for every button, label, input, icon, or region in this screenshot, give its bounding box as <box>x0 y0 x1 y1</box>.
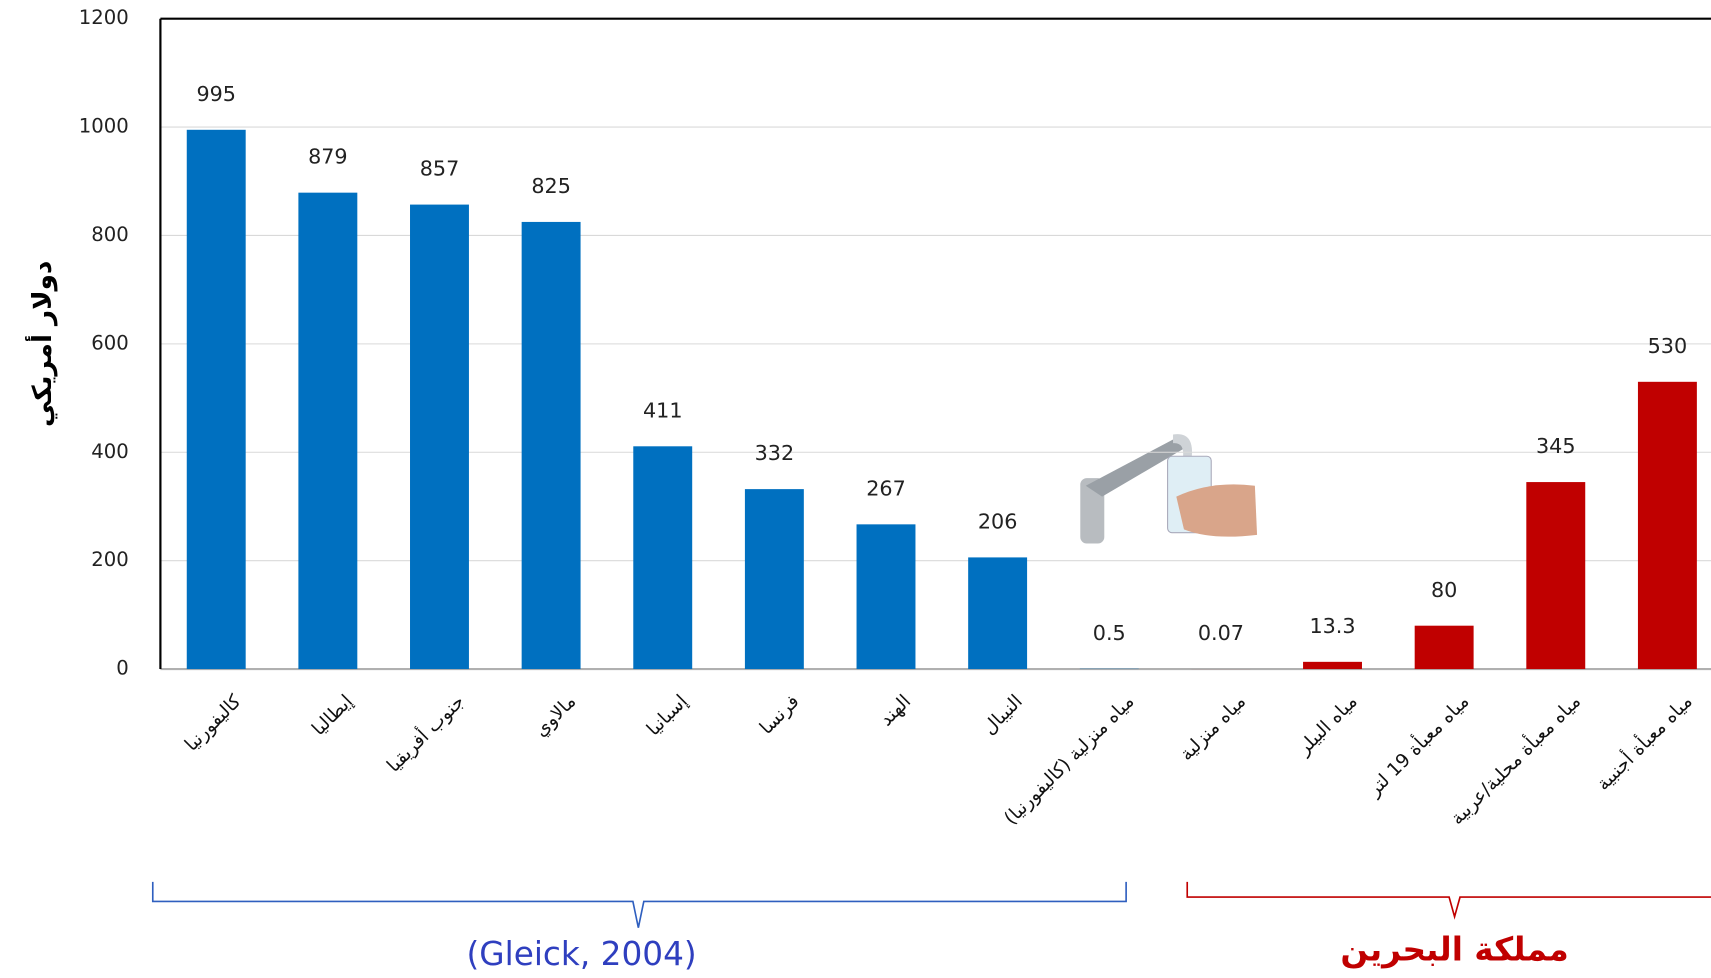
x-tick-label: مياه معبأة 19 لتر <box>1361 689 1473 801</box>
bar <box>745 489 804 669</box>
value-label: 0.5 <box>1093 621 1126 645</box>
x-tick-label: فرنسا <box>756 691 804 739</box>
bar <box>1303 662 1362 669</box>
bar <box>187 130 246 669</box>
page: {"chart_data": { "type": "bar", "y_label… <box>0 0 1711 978</box>
bar <box>298 193 357 669</box>
x-tick-label: مالاوي <box>530 691 580 741</box>
bar <box>1638 382 1697 669</box>
group-label: (Gleick, 2004) <box>467 935 697 973</box>
bar <box>522 222 581 669</box>
value-label: 80 <box>1431 578 1457 602</box>
y-tick-label: 400 <box>91 440 128 463</box>
y-tick-label: 200 <box>91 548 128 571</box>
x-tick-label: مياه منزلية <box>1176 691 1250 765</box>
y-tick-label: 1000 <box>79 115 129 138</box>
value-label: 530 <box>1648 334 1688 358</box>
value-label: 345 <box>1536 434 1576 458</box>
x-tick-label: النيبال <box>979 691 1027 739</box>
value-label: 0.07 <box>1198 621 1244 645</box>
x-tick-label: إيطاليا <box>308 691 357 740</box>
value-label: 206 <box>978 509 1018 533</box>
bar <box>1415 626 1474 669</box>
chart: دولار أمريكي (Gleick, 2004) مملكة البحري… <box>0 0 1711 978</box>
tap-illustration <box>1080 434 1257 543</box>
x-tick-label: إسبانيا <box>643 691 692 740</box>
bar <box>633 446 692 669</box>
value-label: 825 <box>531 174 571 198</box>
value-label: 13.3 <box>1309 614 1355 638</box>
value-label: 857 <box>420 157 460 181</box>
value-label: 267 <box>866 476 906 500</box>
y-tick-label: 0 <box>116 657 129 680</box>
value-label: 411 <box>643 398 683 422</box>
bar <box>857 524 916 669</box>
x-tick-label: مياه البيلر <box>1293 691 1362 760</box>
bar <box>1526 482 1585 669</box>
x-tick-label: كاليفورنيا <box>181 691 246 756</box>
x-tick-label: مياه منزلية (كاليفورنيا) <box>1000 691 1138 829</box>
value-label: 879 <box>308 145 348 169</box>
x-tick-label: جنوب أفريقيا <box>381 689 469 777</box>
x-tick-label: مياه معبأة أجنبية <box>1591 689 1697 795</box>
value-label: 332 <box>755 441 795 465</box>
y-axis-title: دولار أمريكي <box>25 261 58 427</box>
y-tick-label: 800 <box>91 223 128 246</box>
bar <box>968 557 1027 669</box>
y-tick-label: 1200 <box>79 6 129 29</box>
value-label: 995 <box>196 82 236 106</box>
group-bracket <box>1187 882 1711 917</box>
x-tick-label: الهند <box>876 691 915 730</box>
y-tick-label: 600 <box>91 331 128 354</box>
bar <box>410 205 469 669</box>
group-label: مملكة البحرين <box>1340 931 1568 969</box>
group-bracket <box>153 882 1126 928</box>
